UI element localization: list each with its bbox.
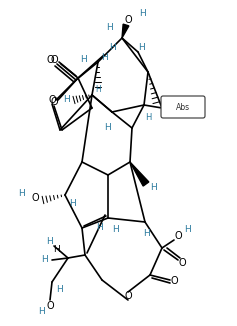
Text: H: H [18,188,25,198]
Text: H: H [47,238,53,246]
Text: H: H [57,286,63,294]
Text: O: O [46,301,54,311]
Text: H: H [144,230,150,239]
Text: H: H [97,224,103,232]
Text: H: H [95,85,101,95]
Text: H: H [146,113,152,123]
Text: O: O [174,231,182,241]
Text: H: H [140,9,146,19]
Polygon shape [122,24,129,38]
FancyBboxPatch shape [161,96,205,118]
Text: H: H [80,55,87,65]
Text: H: H [39,307,45,317]
Polygon shape [130,162,149,186]
Text: H: H [63,95,70,103]
Text: O: O [50,97,58,107]
Text: H: H [53,245,60,255]
Text: H: H [70,199,76,208]
Text: H: H [185,226,191,234]
Text: H: H [101,53,108,63]
Text: H: H [150,183,157,191]
Text: O: O [124,15,132,25]
Text: H: H [109,43,116,52]
Text: O: O [46,55,54,65]
Text: H: H [139,43,145,52]
Text: H: H [107,23,113,33]
Text: H: H [105,123,111,131]
Text: O: O [170,276,178,286]
Text: O: O [124,291,132,301]
Text: H: H [113,226,119,234]
Text: H: H [41,256,48,264]
Text: O: O [48,95,56,105]
Text: Abs: Abs [176,102,190,111]
Text: O: O [31,193,39,203]
Text: O: O [50,55,58,65]
Text: O: O [178,258,186,268]
